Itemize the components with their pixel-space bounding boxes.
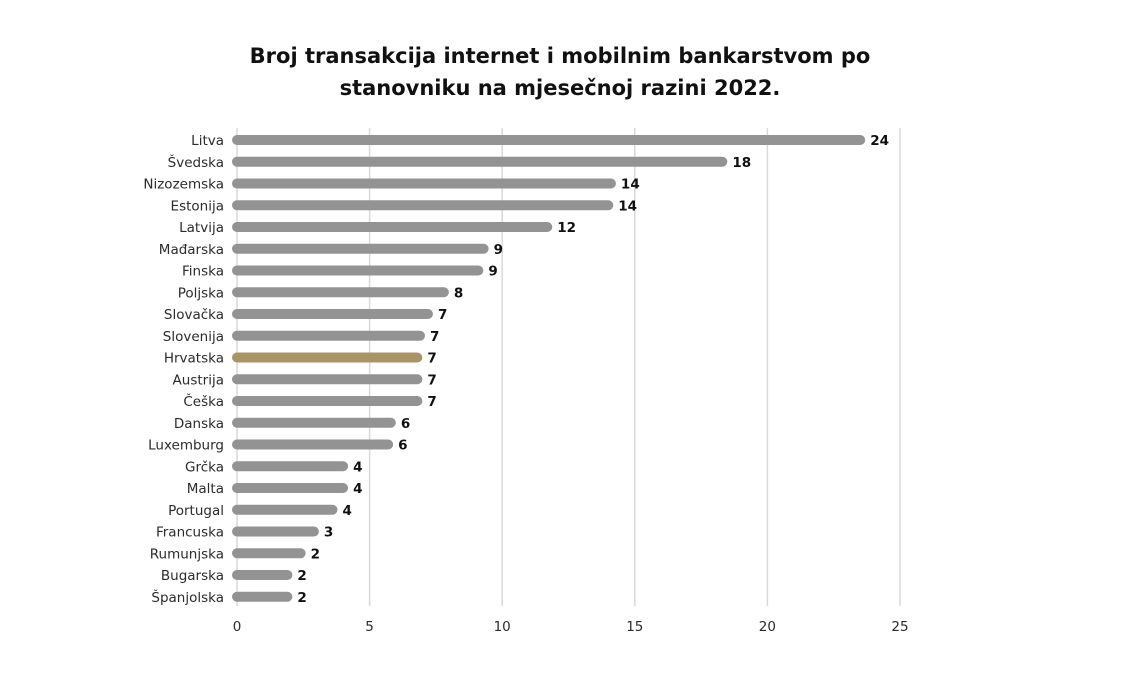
category-label: Francuska — [156, 525, 224, 541]
value-label: 7 — [427, 372, 436, 388]
category-label: Finska — [182, 264, 224, 280]
category-label: Češka — [183, 392, 224, 410]
x-tick-label: 15 — [626, 619, 643, 635]
category-label: Austrija — [173, 372, 224, 388]
category-label: Danska — [174, 416, 224, 432]
value-label: 9 — [488, 264, 497, 280]
category-label: Portugal — [168, 503, 224, 519]
value-label: 24 — [870, 133, 889, 149]
category-label: Slovačka — [164, 307, 224, 323]
chart-title: Broj transakcija internet i mobilnim ban… — [0, 40, 1120, 104]
category-label: Litva — [191, 133, 224, 149]
value-label: 7 — [427, 394, 436, 410]
value-label: 12 — [557, 220, 576, 236]
value-label: 7 — [427, 351, 436, 367]
category-label: Švedska — [168, 153, 224, 171]
chart-title-line-2: stanovniku na mjesečnoj razini 2022. — [339, 76, 781, 100]
value-label: 14 — [618, 198, 637, 214]
value-label: 2 — [297, 590, 306, 606]
category-label: Grčka — [185, 459, 224, 475]
value-label: 3 — [324, 525, 333, 541]
category-label: Poljska — [178, 285, 224, 301]
value-label: 2 — [311, 546, 320, 562]
chart-title-line-1: Broj transakcija internet i mobilnim ban… — [249, 44, 871, 68]
value-label: 4 — [353, 481, 362, 497]
x-tick-label: 25 — [891, 619, 908, 635]
value-label: 7 — [438, 307, 447, 323]
value-label: 6 — [398, 438, 407, 454]
value-label: 18 — [732, 155, 751, 171]
category-label: Luxemburg — [148, 438, 224, 454]
category-label: Slovenija — [163, 329, 224, 345]
category-label: Bugarska — [161, 568, 224, 584]
x-tick-label: 20 — [759, 619, 776, 635]
category-label: Hrvatska — [164, 351, 224, 367]
value-label: 6 — [401, 416, 410, 432]
category-label: Španjolska — [151, 588, 224, 606]
value-label: 8 — [454, 285, 463, 301]
value-label: 4 — [342, 503, 351, 519]
category-label: Malta — [187, 481, 224, 497]
category-label: Rumunjska — [150, 546, 224, 562]
value-label: 4 — [353, 459, 362, 475]
value-label: 9 — [494, 242, 503, 258]
x-tick-label: 10 — [494, 619, 511, 635]
category-label: Mađarska — [159, 242, 224, 258]
value-label: 2 — [297, 568, 306, 584]
x-tick-label: 5 — [365, 619, 374, 635]
value-label: 7 — [430, 329, 439, 345]
category-label: Estonija — [171, 198, 224, 214]
category-label: Nizozemska — [143, 177, 224, 193]
x-tick-label: 0 — [233, 619, 242, 635]
category-label: Latvija — [179, 220, 224, 236]
value-label: 14 — [621, 177, 640, 193]
